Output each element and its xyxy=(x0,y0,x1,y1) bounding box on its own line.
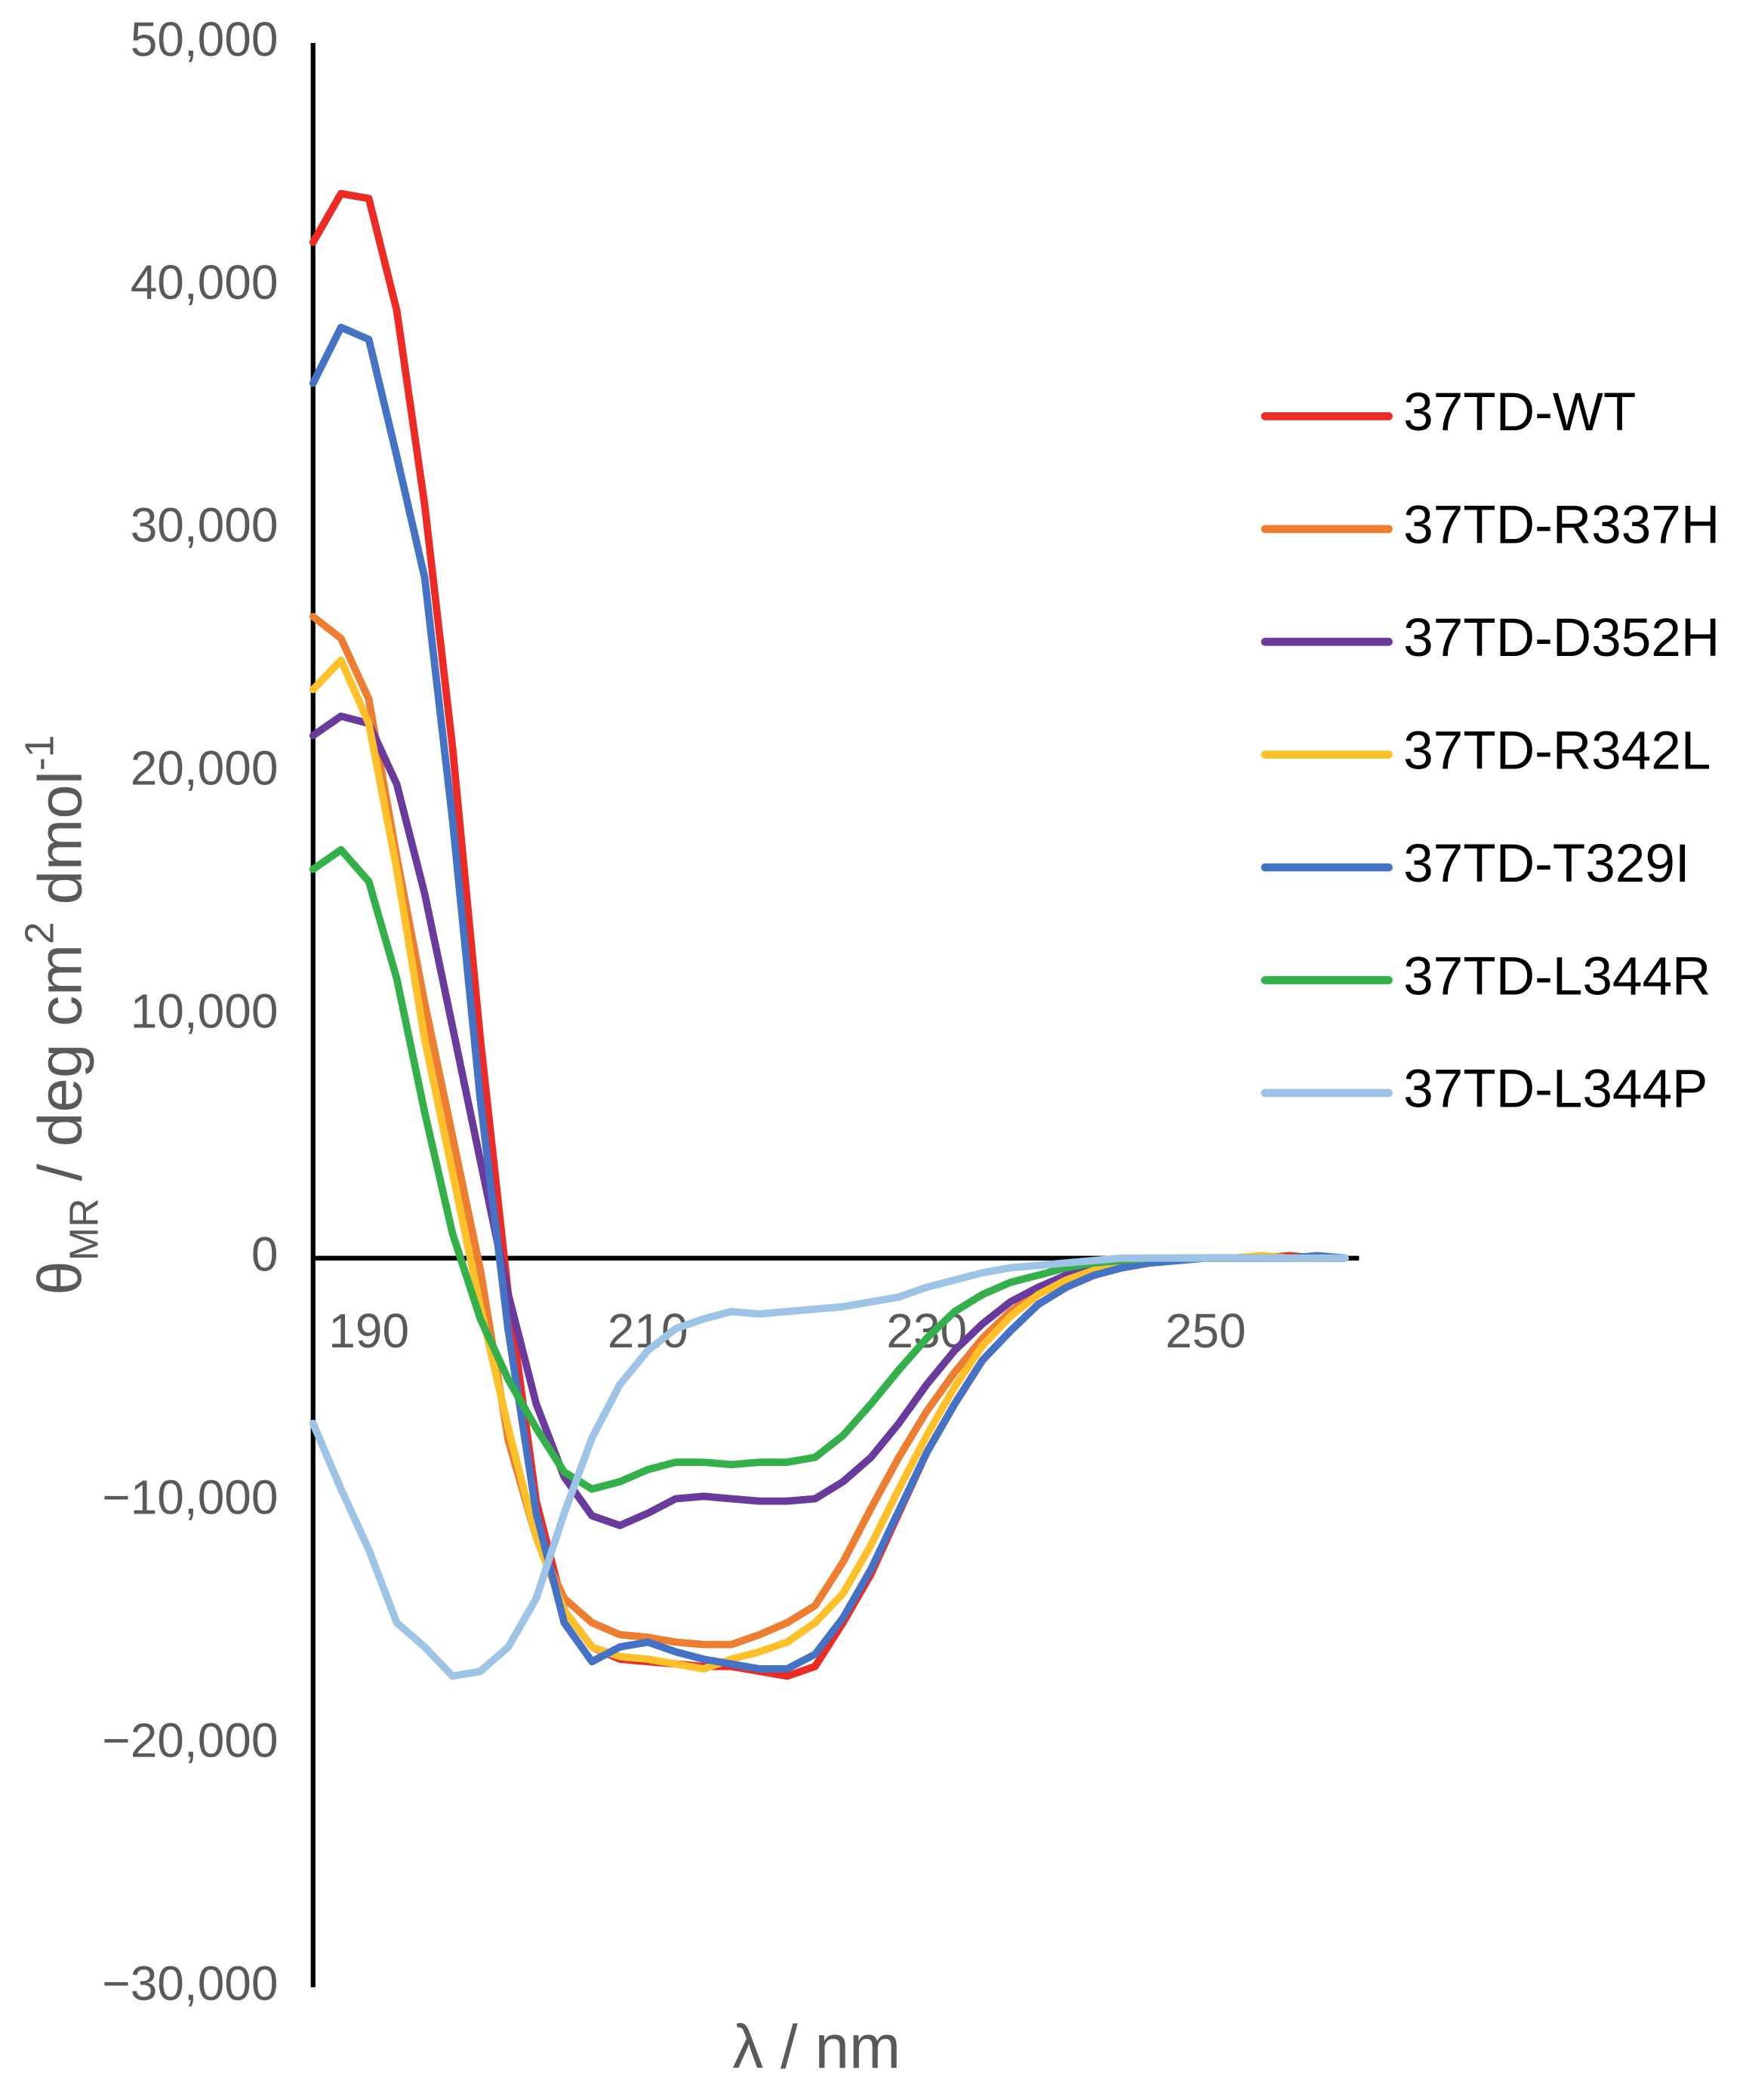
y-axis-title-part: / deg cm xyxy=(26,944,94,1198)
y-axis-title-part: dmol xyxy=(26,771,94,922)
series-line xyxy=(309,189,1349,1680)
y-tick-label: 30,000 xyxy=(131,498,279,553)
x-tick-label: 250 xyxy=(1166,1304,1246,1358)
y-tick-label: −10,000 xyxy=(102,1470,278,1525)
y-axis-title-part: θ xyxy=(26,1261,94,1295)
y-tick-label: −30,000 xyxy=(102,1957,278,2011)
x-axis-title: λ / nm xyxy=(732,2013,901,2082)
legend-label: 37TD-WT xyxy=(1403,383,1636,442)
legend-label: 37TD-L344R xyxy=(1403,947,1711,1006)
y-axis-title-part: MR xyxy=(62,1198,106,1261)
y-tick-label: −20,000 xyxy=(102,1714,278,1768)
series-line xyxy=(309,712,1349,1529)
series-line xyxy=(309,1254,1349,1680)
legend-label: 37TD-D352H xyxy=(1403,608,1720,668)
y-tick-label: 0 xyxy=(251,1227,279,1282)
series-line xyxy=(309,656,1349,1673)
y-tick-label: 20,000 xyxy=(131,741,279,796)
legend-label: 37TD-L344P xyxy=(1403,1060,1708,1119)
legend-label: 37TD-R342L xyxy=(1403,721,1711,781)
legend-label: 37TD-T329I xyxy=(1403,834,1690,894)
y-tick-label: 50,000 xyxy=(131,12,279,66)
legend-label: 37TD-R337H xyxy=(1403,496,1720,556)
x-tick-label: 190 xyxy=(328,1304,409,1358)
y-axis-title: θMR / deg cm2 dmol-1 xyxy=(17,735,106,1295)
y-tick-label: 40,000 xyxy=(131,255,279,309)
y-axis-title-part: -1 xyxy=(17,735,62,771)
series-line xyxy=(309,323,1349,1673)
y-tick-label: 10,000 xyxy=(131,984,279,1039)
y-axis-title-part: 2 xyxy=(17,922,62,944)
